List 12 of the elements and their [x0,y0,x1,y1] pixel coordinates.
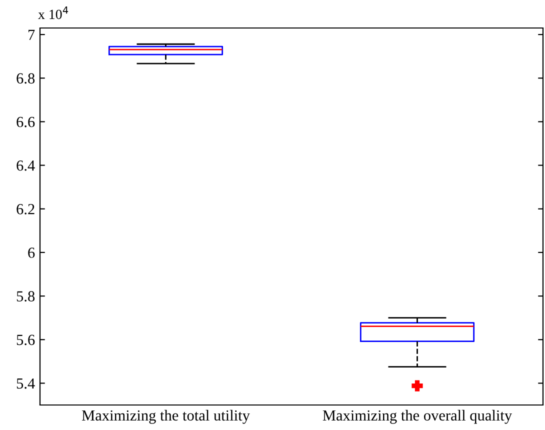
x-tick-label: Maximizing the overall quality [322,410,512,424]
text: x 10$^{4}$ [38,6,68,20]
y-tick-label: 7 [28,30,35,40]
y-tick-label: 5.6 [16,334,35,346]
y-tick-label: 6.8 [16,73,35,84]
y-tick-label: 6 [28,248,35,258]
x-tick-label: Maximizing the total utility [82,410,250,424]
y-tick-label: 5.4 [16,378,35,389]
y-tick-label: 6.4 [16,160,35,171]
y-tick-label: 5.8 [16,291,35,302]
y-tick-label: 6.2 [16,204,34,214]
y-tick-label: 6.6 [16,116,35,128]
